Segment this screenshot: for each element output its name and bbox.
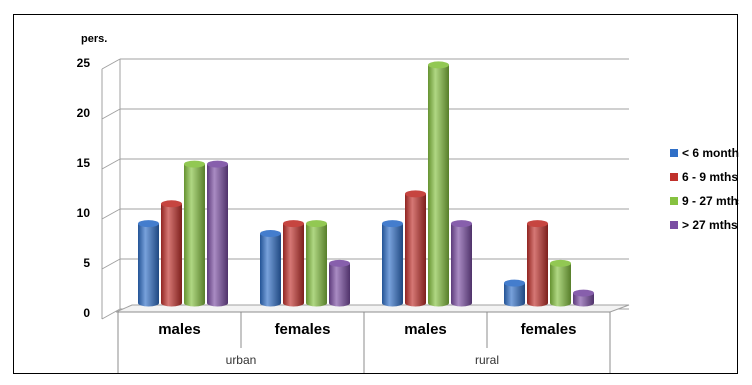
bar: [161, 200, 182, 307]
category-axis: males females males females urban rural: [117, 311, 611, 373]
bar-top: [428, 61, 449, 69]
bar: [382, 220, 403, 307]
bar-body: [573, 293, 594, 307]
legend-swatch: [670, 149, 678, 157]
bar-top: [405, 190, 426, 198]
bar-body: [527, 223, 548, 307]
bar-top: [306, 220, 327, 228]
chart-frame: 0 5 10 15 20 25 males females males females urban…: [13, 14, 739, 374]
y-axis: 0 5 10 15 20 25: [77, 56, 91, 320]
bar-body: [428, 64, 449, 307]
bar-body: [504, 283, 525, 307]
legend-swatch: [670, 197, 678, 205]
bar: [184, 160, 205, 307]
bar-body: [329, 263, 350, 307]
legend-label: < 6 months: [682, 146, 739, 160]
bar: [428, 61, 449, 307]
bar-top: [184, 160, 205, 168]
category-label: females: [275, 321, 331, 338]
bar: [260, 230, 281, 307]
y-tick-label: 15: [77, 156, 91, 170]
bar-top: [138, 220, 159, 228]
bar-body: [283, 223, 304, 307]
y-tick-label: 5: [83, 256, 90, 270]
bar-body: [260, 233, 281, 307]
bar: [283, 220, 304, 307]
bar-top: [550, 259, 571, 267]
legend-entry: 6 - 9 mths: [670, 170, 738, 184]
bar: [207, 160, 228, 307]
bar-chart: 0 5 10 15 20 25 males females males females urban…: [77, 33, 739, 373]
bar-body: [405, 193, 426, 307]
bar: [451, 220, 472, 307]
gridline-side: [101, 308, 121, 320]
gridline-side: [101, 58, 121, 70]
legend-entry: 9 - 27 mths: [670, 194, 739, 208]
bar: [573, 289, 594, 307]
bar-top: [527, 220, 548, 228]
bar-body: [306, 223, 327, 307]
y-axis-unit-label: pers.: [81, 33, 107, 45]
bar-body: [161, 203, 182, 307]
y-tick-label: 25: [77, 56, 91, 70]
category-label: males: [404, 321, 447, 338]
legend-swatch: [670, 221, 678, 229]
legend-swatch: [670, 173, 678, 181]
legend-label: > 27 mths: [682, 218, 738, 232]
legend-label: 9 - 27 mths: [682, 194, 739, 208]
bar-top: [260, 230, 281, 238]
bar: [329, 259, 350, 307]
gridline-side: [101, 258, 121, 270]
y-tick-label: 0: [83, 306, 90, 320]
bar: [527, 220, 548, 307]
bar-body: [184, 164, 205, 307]
y-tick-label: 10: [77, 206, 91, 220]
legend-entry: > 27 mths: [670, 218, 738, 232]
bar: [504, 279, 525, 307]
gridline-side: [101, 208, 121, 220]
bar: [138, 220, 159, 307]
category-label: females: [521, 321, 577, 338]
category-label: males: [158, 321, 201, 338]
gridline-side: [101, 158, 121, 170]
bar-top: [161, 200, 182, 208]
bars: [138, 61, 594, 307]
y-tick-label: 20: [77, 106, 91, 120]
bar-body: [382, 223, 403, 307]
bar-body: [550, 263, 571, 307]
bar-body: [138, 223, 159, 307]
bar-body: [207, 164, 228, 307]
group-label: rural: [475, 353, 499, 367]
bar-top: [451, 220, 472, 228]
bar-top: [382, 220, 403, 228]
bar-top: [504, 279, 525, 287]
gridline-side: [101, 108, 121, 120]
bar: [405, 190, 426, 307]
bar-top: [207, 160, 228, 168]
legend: < 6 months 6 - 9 mths 9 - 27 mths > 27 mths: [670, 146, 739, 232]
bar-top: [283, 220, 304, 228]
group-label: urban: [226, 353, 257, 367]
bar-top: [573, 289, 594, 297]
legend-entry: < 6 months: [670, 146, 739, 160]
legend-label: 6 - 9 mths: [682, 170, 738, 184]
bar-top: [329, 259, 350, 267]
bar: [550, 259, 571, 307]
bar-body: [451, 223, 472, 307]
bar: [306, 220, 327, 307]
